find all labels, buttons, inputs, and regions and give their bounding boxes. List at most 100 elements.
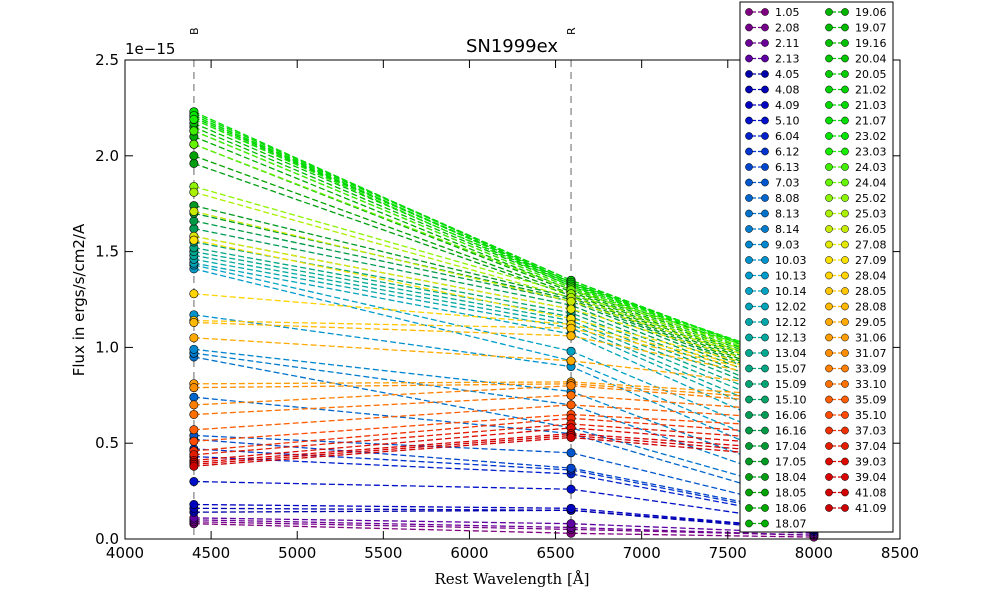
legend-label: 41.09	[855, 502, 887, 515]
x-tick-label: 7000	[623, 544, 661, 562]
legend-label: 15.07	[775, 363, 807, 376]
legend-label: 16.16	[775, 425, 807, 438]
series-line	[193, 455, 815, 521]
legend-label: 18.05	[775, 487, 807, 500]
legend-label: 15.10	[775, 394, 807, 407]
y-tick-label: 1.5	[95, 243, 119, 261]
legend-label: 41.08	[855, 487, 887, 500]
data-point	[189, 187, 199, 197]
legend-entry: 4.09	[745, 99, 800, 112]
legend-label: 31.07	[855, 347, 887, 360]
legend-label: 12.13	[775, 332, 807, 345]
legend-marker	[841, 411, 849, 419]
legend-entry: 28.08	[825, 301, 887, 314]
legend-label: 21.03	[855, 99, 887, 112]
legend-marker	[841, 287, 849, 295]
legend-entry: 18.07	[745, 518, 807, 531]
legend-marker	[761, 39, 769, 47]
legend-marker	[825, 411, 833, 419]
legend-marker	[841, 364, 849, 373]
data-point	[189, 477, 199, 487]
legend-marker	[761, 70, 769, 78]
legend-marker	[761, 349, 769, 357]
legend-label: 10.13	[775, 270, 807, 283]
legend-entry: 28.04	[825, 270, 887, 283]
legend-label: 8.13	[775, 208, 800, 221]
data-point	[566, 463, 576, 473]
legend-marker	[745, 457, 753, 466]
legend-entry: 20.04	[825, 53, 887, 66]
legend-label: 21.02	[855, 84, 887, 97]
series-line	[193, 264, 815, 454]
x-tick-label: 4000	[106, 544, 144, 562]
legend-entry: 31.07	[825, 347, 887, 360]
legend-entry: 19.06	[825, 6, 887, 19]
legend-marker	[825, 395, 833, 404]
legend-entry: 29.05	[825, 316, 887, 329]
legend-entry: 10.03	[745, 254, 807, 267]
legend-marker	[825, 364, 833, 373]
legend-marker	[745, 504, 753, 512]
legend-marker	[825, 271, 833, 280]
x-tick-label: 8000	[795, 544, 833, 562]
legend-marker	[825, 302, 833, 311]
legend-entry: 12.02	[745, 301, 807, 314]
legend-marker	[745, 349, 753, 357]
legend-label: 6.13	[775, 161, 800, 174]
legend-marker	[841, 39, 849, 47]
data-point	[189, 500, 199, 510]
legend-marker	[841, 23, 849, 32]
series-line	[193, 352, 815, 490]
legend-label: 25.03	[855, 208, 887, 221]
legend-marker	[761, 54, 769, 63]
legend-label: 10.03	[775, 254, 807, 267]
data-point	[189, 151, 199, 161]
legend-entry: 37.03	[825, 425, 887, 438]
legend-marker	[745, 54, 753, 63]
legend-marker	[825, 163, 833, 171]
legend-marker	[841, 101, 849, 109]
legend-label: 29.05	[855, 316, 887, 329]
legend-entry: 35.10	[825, 409, 887, 422]
data-point	[189, 224, 199, 234]
chart-title: SN1999ex	[466, 36, 558, 57]
data-point	[566, 356, 576, 366]
legend-marker	[825, 70, 833, 78]
legend-label: 13.04	[775, 347, 807, 360]
legend-entry: 15.10	[745, 394, 807, 407]
legend-entry: 35.09	[825, 394, 887, 407]
legend-marker	[761, 163, 769, 171]
legend-entry: 13.04	[745, 347, 807, 360]
label-layer: SN1999ex Rest Wavelength [Å] Flux in erg…	[70, 27, 590, 588]
legend-marker	[745, 488, 753, 497]
legend-entry: 39.04	[825, 471, 887, 484]
legend-marker	[761, 519, 769, 528]
legend-marker	[761, 442, 769, 450]
legend-label: 19.16	[855, 37, 887, 50]
legend-marker	[841, 209, 849, 218]
series-line	[193, 113, 815, 372]
legend-label: 5.10	[775, 115, 800, 128]
legend-marker	[745, 116, 753, 125]
legend-label: 23.02	[855, 130, 887, 143]
data-point	[189, 235, 199, 245]
data-point	[189, 409, 199, 419]
legend-entry: 17.05	[745, 456, 807, 469]
legend-marker	[761, 209, 769, 218]
legend-marker	[745, 240, 753, 249]
series-line	[193, 434, 815, 513]
legend-marker	[825, 132, 833, 140]
data-point	[189, 206, 199, 216]
data-point	[189, 317, 199, 327]
legend-marker	[841, 395, 849, 404]
legend-label: 33.09	[855, 363, 887, 376]
series-line	[193, 319, 815, 385]
legend-marker	[761, 411, 769, 419]
legend-entry: 1.05	[745, 6, 800, 19]
legend: 1.05 2.08 2.11 2.13 4.05 4.08 4.09 5.10 6.04 6.12…	[739, 1, 894, 533]
legend-entry: 27.09	[825, 254, 887, 267]
legend-marker	[761, 178, 769, 187]
legend-label: 18.07	[775, 518, 807, 531]
legend-label: 8.08	[775, 192, 800, 205]
legend-label: 20.04	[855, 53, 887, 66]
